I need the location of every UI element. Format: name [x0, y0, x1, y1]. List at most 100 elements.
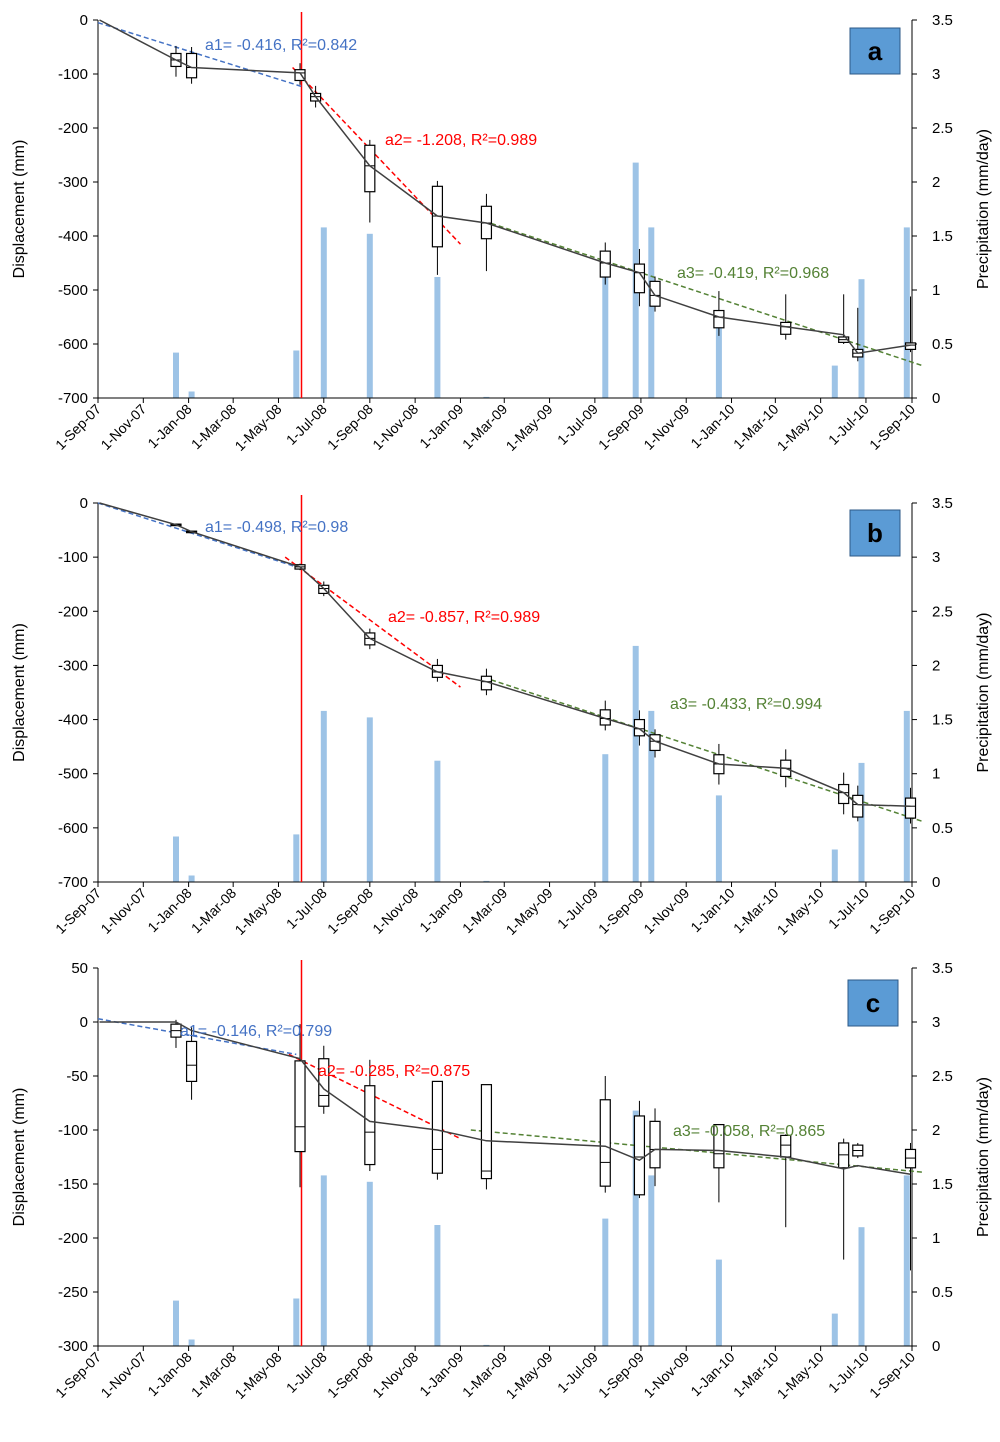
y-tick-label: -600: [58, 820, 88, 837]
precip-bar: [632, 645, 639, 882]
x-tick-label: 1-Sep-09: [595, 401, 647, 453]
fit-annotation: a1= -0.498, R²=0.98: [205, 519, 348, 536]
fit-line: [284, 556, 461, 688]
box-body: [713, 309, 725, 329]
precip-bar: [320, 227, 327, 398]
box-plot: [294, 1024, 306, 1188]
panel-label: a: [868, 36, 883, 66]
x-tick-label: 1-Sep-09: [595, 885, 647, 937]
box-plot: [633, 710, 646, 746]
displacement-line: [99, 1021, 911, 1176]
y-tick-label: -400: [58, 228, 88, 245]
y2-axis-title: Precipitation (mm/day): [975, 612, 992, 772]
y-axis-title: Displacement (mm): [11, 140, 28, 279]
precip-bar: [715, 795, 722, 882]
x-tick-label: 1-Mar-09: [459, 401, 511, 453]
y-tick-label: -200: [58, 603, 88, 620]
box-plot: [633, 1100, 646, 1199]
x-tick-label: 1-Sep-08: [324, 1349, 376, 1401]
box-plot: [431, 1080, 444, 1180]
x-tick-label: 1-Nov-08: [369, 1349, 421, 1401]
x-tick-label: 1-Sep-10: [866, 1349, 918, 1401]
x-tick-label: 1-Nov-08: [369, 885, 421, 937]
fit-line: [483, 220, 923, 367]
y-tick-label: -50: [66, 1068, 88, 1085]
precip-bar: [293, 1298, 300, 1346]
x-tick-label: 1-Nov-09: [640, 401, 692, 453]
precip-bar: [188, 875, 195, 882]
fit-annotation: a3= -0.419, R²=0.968: [677, 265, 829, 282]
box-body: [294, 69, 306, 82]
y2-tick-label: 3: [932, 549, 940, 566]
precip-bar: [858, 762, 865, 882]
precip-bar: [831, 365, 838, 398]
x-tick-label: 1-Nov-07: [97, 885, 149, 937]
precip-bar: [366, 717, 373, 882]
x-tick-label: 1-Jul-08: [283, 401, 330, 448]
y-tick-label: -100: [58, 66, 88, 83]
x-tick-label: 1-Sep-09: [595, 1349, 647, 1401]
precip-bar: [715, 311, 722, 398]
x-tick-label: 1-Jan-09: [416, 401, 467, 452]
precip-bar: [366, 1181, 373, 1346]
y2-tick-label: 0.5: [932, 1284, 953, 1301]
precip-bar: [320, 710, 327, 882]
y-tick-label: -150: [58, 1176, 88, 1193]
y-tick-label: -300: [58, 1338, 88, 1355]
box-plot: [599, 1076, 611, 1193]
x-tick-label: 1-Nov-07: [97, 401, 149, 453]
x-tick-label: 1-Nov-09: [640, 1349, 692, 1401]
panel-label-box: [849, 509, 901, 557]
chart-panel-c: 50 0 -50 -100 -150 -200 -250 -300 0 0.5 1 1.5 2 2.5 3 3…: [11, 960, 992, 1402]
box-body: [838, 1142, 850, 1169]
fit-annotation: a3= -0.433, R²=0.994: [670, 696, 822, 713]
panel-label-box: [847, 979, 899, 1027]
precip-bar: [903, 1175, 910, 1346]
x-tick-label: 1-Jul-10: [825, 1349, 872, 1396]
precip-bar: [434, 1225, 441, 1346]
precip-bar: [632, 1110, 639, 1346]
y-tick-label: -200: [58, 1230, 88, 1247]
box-plot: [170, 1019, 182, 1048]
chart-panel-a: 0 -100 -200 -300 -400 -500 -600 -700 0 0.5 1 1.5 2 2.…: [11, 12, 992, 454]
y-tick-label: -300: [58, 657, 88, 674]
x-tick-label: 1-Sep-07: [52, 885, 104, 937]
box-body: [649, 1120, 661, 1169]
x-tick-label: 1-Mar-08: [188, 1349, 240, 1401]
y-axis-title: Displacement (mm): [11, 1088, 28, 1227]
y-tick-label: -300: [58, 174, 88, 191]
box-plot: [838, 1138, 850, 1260]
x-tick-label: 1-Sep-07: [52, 1349, 104, 1401]
y-axis-title: Displacement (mm): [11, 623, 28, 762]
y2-tick-label: 0.5: [932, 820, 953, 837]
precip-bar: [188, 391, 195, 398]
precip-bar: [434, 277, 441, 398]
panel-label-box: [849, 27, 901, 75]
precip-bar: [483, 396, 490, 398]
x-tick-label: 1-Mar-10: [730, 401, 782, 453]
precip-bar: [715, 1259, 722, 1346]
x-tick-label: 1-Jul-09: [554, 401, 601, 448]
x-tick-label: 1-Sep-08: [324, 401, 376, 453]
box-plot: [780, 1134, 792, 1228]
precip-bar: [858, 1227, 865, 1346]
precip-bar: [320, 1175, 327, 1346]
precip-bar: [366, 233, 373, 398]
x-tick-label: 1-Sep-08: [324, 885, 376, 937]
precip-bar: [858, 279, 865, 398]
x-tick-label: 1-Jan-09: [416, 885, 467, 936]
x-tick-label: 1-May-10: [774, 885, 827, 938]
x-tick-label: 1-Nov-07: [97, 1349, 149, 1401]
y2-tick-label: 1: [932, 766, 940, 783]
fit-line: [97, 21, 302, 88]
x-tick-label: 1-Jul-08: [283, 1349, 330, 1396]
box-plot: [364, 139, 376, 223]
x-tick-label: 1-Jul-10: [825, 885, 872, 932]
fit-annotation: a1= -0.416, R²=0.842: [205, 37, 357, 54]
box-plot: [364, 1059, 376, 1172]
displacement-line: [99, 502, 911, 807]
x-tick-label: 1-May-09: [503, 1349, 556, 1402]
y2-tick-label: 1.5: [932, 228, 953, 245]
box-body: [780, 321, 792, 335]
precip-bar: [648, 710, 655, 882]
